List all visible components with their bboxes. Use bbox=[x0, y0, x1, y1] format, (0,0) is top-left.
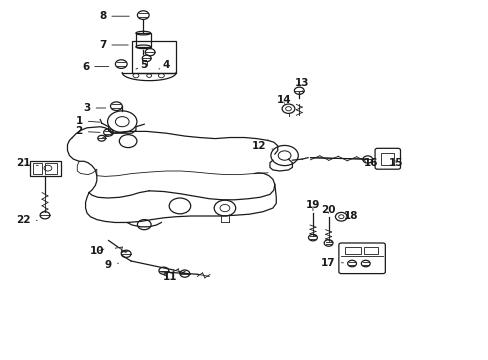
Text: 7: 7 bbox=[99, 40, 128, 50]
Text: 12: 12 bbox=[251, 141, 273, 151]
Bar bbox=[132, 41, 176, 73]
Text: 15: 15 bbox=[388, 158, 403, 168]
Bar bbox=[136, 33, 150, 47]
Text: 9: 9 bbox=[105, 260, 118, 270]
Text: 21: 21 bbox=[16, 158, 38, 168]
Text: 13: 13 bbox=[294, 78, 309, 92]
Text: 5: 5 bbox=[136, 60, 147, 70]
Text: 4: 4 bbox=[159, 60, 170, 70]
Text: 17: 17 bbox=[321, 258, 343, 268]
Bar bbox=[363, 247, 378, 254]
Text: 16: 16 bbox=[363, 158, 377, 168]
Bar bbox=[45, 163, 57, 174]
Text: 8: 8 bbox=[99, 11, 129, 21]
Text: 10: 10 bbox=[89, 246, 104, 256]
Text: 22: 22 bbox=[16, 215, 37, 225]
Text: 19: 19 bbox=[305, 200, 320, 211]
Text: 14: 14 bbox=[277, 95, 291, 105]
Text: 1: 1 bbox=[76, 116, 100, 126]
Text: 11: 11 bbox=[163, 272, 177, 282]
Bar bbox=[345, 247, 360, 254]
Text: 18: 18 bbox=[343, 211, 358, 221]
Text: 20: 20 bbox=[321, 204, 335, 215]
Bar bbox=[381, 153, 393, 165]
Text: 3: 3 bbox=[83, 103, 105, 113]
Bar bbox=[30, 161, 61, 176]
Bar bbox=[33, 163, 42, 174]
Text: 6: 6 bbox=[82, 62, 108, 72]
Text: 2: 2 bbox=[76, 126, 100, 136]
